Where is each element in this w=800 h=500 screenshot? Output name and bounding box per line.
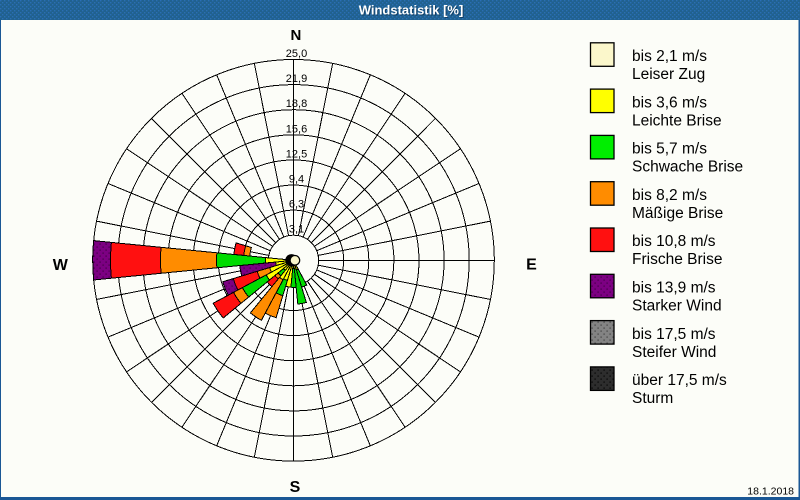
svg-text:bis 10,8 m/s: bis 10,8 m/s xyxy=(632,233,716,250)
svg-text:6,3: 6,3 xyxy=(289,199,304,211)
svg-text:bis 3,6 m/s: bis 3,6 m/s xyxy=(632,94,707,111)
svg-text:21,9: 21,9 xyxy=(286,73,307,85)
svg-text:Mäßige Brise: Mäßige Brise xyxy=(632,205,723,222)
svg-text:bis 2,1 m/s: bis 2,1 m/s xyxy=(632,48,707,65)
svg-text:9,4: 9,4 xyxy=(289,174,304,186)
svg-text:Starker Wind: Starker Wind xyxy=(632,298,722,315)
svg-text:3,1: 3,1 xyxy=(289,224,304,236)
svg-text:25,0: 25,0 xyxy=(286,48,307,60)
svg-text:Sturm: Sturm xyxy=(632,390,673,407)
svg-text:18.1.2018: 18.1.2018 xyxy=(747,486,794,498)
svg-text:Windstatistik [%]: Windstatistik [%] xyxy=(359,3,464,18)
svg-text:N: N xyxy=(290,27,301,44)
svg-text:bis 13,9 m/s: bis 13,9 m/s xyxy=(632,280,716,297)
svg-text:12,5: 12,5 xyxy=(286,148,307,160)
svg-text:über 17,5 m/s: über 17,5 m/s xyxy=(632,372,727,389)
svg-text:Schwache Brise: Schwache Brise xyxy=(632,159,743,176)
svg-text:15,6: 15,6 xyxy=(286,123,307,135)
svg-text:bis 8,2 m/s: bis 8,2 m/s xyxy=(632,187,707,204)
svg-text:E: E xyxy=(526,257,537,274)
svg-text:bis 17,5 m/s: bis 17,5 m/s xyxy=(632,326,716,343)
svg-text:18,8: 18,8 xyxy=(286,98,307,110)
svg-text:W: W xyxy=(53,257,69,274)
svg-text:Leiser Zug: Leiser Zug xyxy=(632,66,705,83)
svg-text:bis 5,7 m/s: bis 5,7 m/s xyxy=(632,141,707,158)
svg-text:Steifer Wind: Steifer Wind xyxy=(632,344,716,361)
svg-text:Frische Brise: Frische Brise xyxy=(632,251,722,268)
svg-text:Leichte Brise: Leichte Brise xyxy=(632,112,722,129)
svg-text:S: S xyxy=(290,479,301,496)
